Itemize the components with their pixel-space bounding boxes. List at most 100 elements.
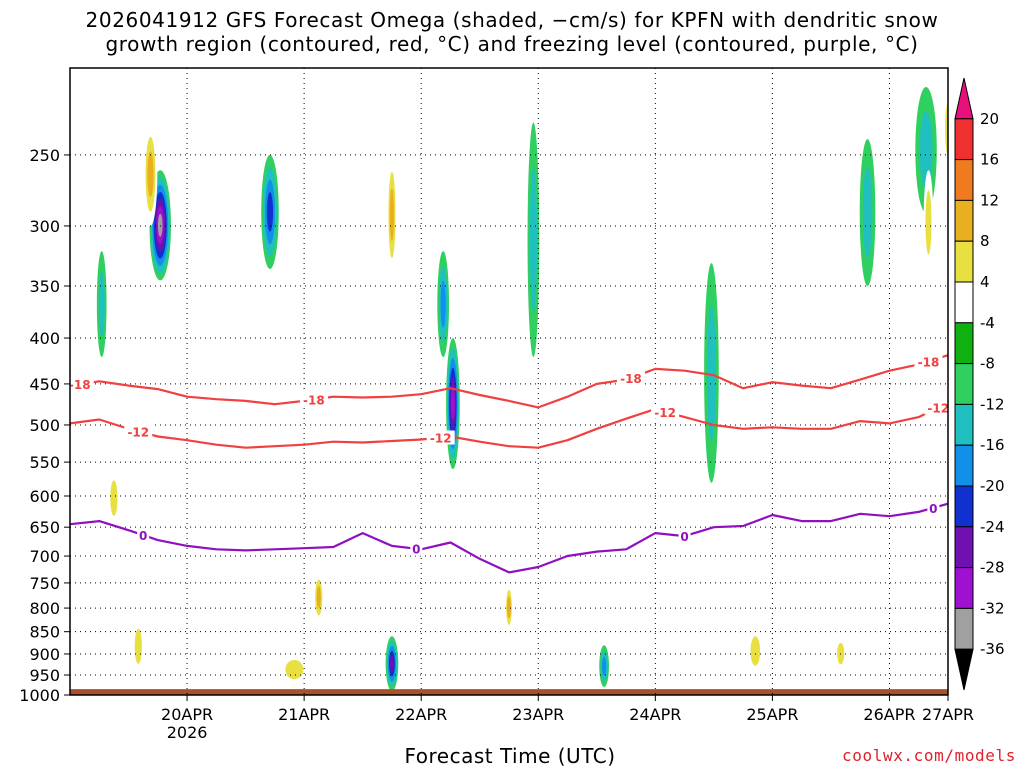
colorbar-bottom-arrow [954, 648, 974, 691]
x-tick-sublabel: 2026 [167, 723, 208, 742]
omega-blob [919, 111, 933, 189]
y-tick-label: 950 [29, 666, 60, 685]
colorbar-label: -28 [980, 559, 1005, 577]
colorbar-box [954, 281, 974, 324]
omega-blob [750, 636, 761, 666]
x-tick-label: 21APR [278, 705, 330, 724]
contour-label: -18 [918, 355, 940, 369]
omega-blob [221, 170, 231, 410]
contour-0 [70, 502, 948, 574]
y-tick-label: 350 [29, 277, 60, 296]
x-tick-label: 27APR [922, 705, 974, 724]
contour-label-bg [410, 541, 423, 556]
y-tick-label: 250 [29, 146, 60, 165]
contour-labels: -18 -18 -18 -18 -12 -12 -12 -12 0 0 0 0 [65, 354, 953, 557]
y-tick-label: 1000 [19, 686, 60, 705]
contour--12 [70, 401, 948, 449]
chart-title-line-1: 2026041912 GFS Forecast Omega (shaded, −… [85, 8, 939, 32]
x-axis-title: Forecast Time (UTC) [404, 744, 616, 768]
y-tick-label: 750 [29, 574, 60, 593]
colorbar-box [954, 607, 974, 650]
contour-label-bg [124, 424, 153, 439]
y-tick-label: 300 [29, 217, 60, 236]
colorbar-label: 12 [980, 191, 999, 209]
omega-blob [925, 190, 932, 255]
colorbar-top-arrow [954, 77, 974, 120]
omega-blob [266, 192, 274, 232]
colorbar-label: 8 [980, 232, 990, 250]
contour-label-bg [924, 400, 953, 415]
omega-blob [543, 286, 553, 448]
omega-blob [450, 387, 455, 420]
colorbar-box [954, 322, 974, 365]
omega-blob [389, 188, 395, 242]
colorbar-label: 20 [980, 110, 999, 128]
colorbar-label: -16 [980, 436, 1005, 454]
surface-band-fill [70, 689, 948, 695]
colorbar-label: 16 [980, 151, 999, 169]
colorbar-box [954, 526, 974, 569]
omega-blob [862, 167, 873, 258]
colorbar-label: -36 [980, 640, 1005, 658]
y-tick-label: 500 [29, 416, 60, 435]
contour-label: -12 [127, 425, 149, 439]
colorbar-box [954, 485, 974, 528]
y-tick-label: 700 [29, 547, 60, 566]
plot-frame [69, 67, 949, 696]
omega-blob [285, 659, 304, 680]
contour-label: -12 [654, 406, 676, 420]
y-tick-label: 450 [29, 375, 60, 394]
omega-blob [110, 480, 118, 517]
colorbar-box [954, 240, 974, 283]
contour-label-bg [299, 392, 328, 407]
omega-blob [147, 151, 154, 198]
y-axis: 250 300 350 400 450 500 550 600 650 700 750 800 850 9… [19, 146, 70, 705]
colorbar-box [954, 403, 974, 446]
colorbar-label: -4 [980, 314, 995, 332]
colorbar: 20 16 12 8 4 -4 -8 -12 -16 -20 -24 -28 -32 -36 [954, 77, 1005, 691]
contour-label: -18 [303, 393, 325, 407]
omega-blob [529, 167, 537, 312]
contour-label-bg [927, 500, 940, 515]
contour-label-bg [137, 528, 150, 543]
omega-blob [507, 596, 511, 619]
colorbar-box [954, 159, 974, 201]
omega-blob [316, 586, 321, 609]
contour-label: -12 [430, 431, 452, 445]
contour-label: -18 [620, 372, 642, 386]
x-tick-label: 22APR [395, 705, 447, 724]
omega-blob [98, 271, 105, 337]
x-tick-label: 25APR [746, 705, 798, 724]
surface-band [70, 689, 948, 695]
y-tick-label: 600 [29, 487, 60, 506]
contour-label: 0 [412, 543, 420, 557]
contour-label: 0 [139, 529, 147, 543]
omega-blob [389, 655, 394, 672]
x-tick-label: 24APR [629, 705, 681, 724]
colorbar-label: -24 [980, 518, 1005, 536]
credit-text: coolwx.com/models [842, 746, 1016, 765]
colorbar-box [954, 444, 974, 487]
contour-label: 0 [680, 530, 688, 544]
colorbar-box [954, 199, 974, 242]
omega-blob [601, 656, 607, 676]
contour-label-bg [651, 404, 680, 419]
colorbar-label: -20 [980, 477, 1005, 495]
colorbar-box [954, 363, 974, 405]
omega-blob [706, 305, 716, 441]
y-tick-label: 400 [29, 329, 60, 348]
contour-label-bg [678, 529, 691, 544]
omega-blob [788, 533, 795, 568]
omega-blob [883, 527, 891, 589]
colorbar-box [954, 567, 974, 609]
omega-blob [440, 280, 446, 328]
x-tick-label: 20APR [161, 705, 213, 724]
y-tick-label: 900 [29, 645, 60, 664]
colorbar-box [954, 118, 974, 161]
omega-blob [134, 628, 142, 664]
colorbar-label: 4 [980, 273, 990, 291]
contour-label-bg [65, 377, 94, 392]
omega-blob [157, 213, 163, 237]
